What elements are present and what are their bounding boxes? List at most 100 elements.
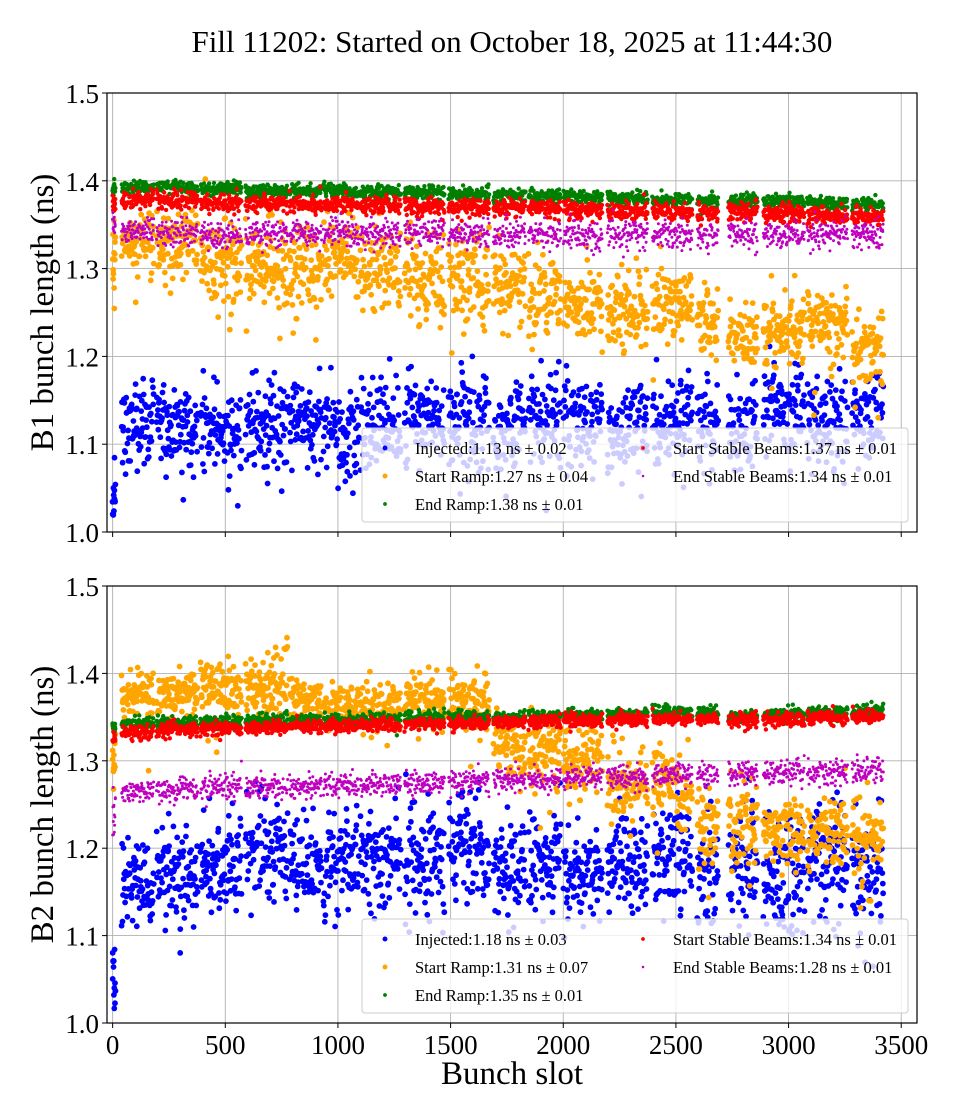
data-point [727, 396, 734, 403]
data-point [316, 398, 322, 405]
data-point [262, 393, 269, 400]
data-point [270, 392, 277, 399]
data-point [289, 408, 296, 414]
data-point [551, 298, 558, 305]
data-point [308, 257, 315, 263]
data-point [544, 330, 551, 336]
data-point [409, 404, 416, 411]
data-point [252, 267, 259, 274]
data-point [358, 374, 365, 381]
data-point [111, 256, 118, 263]
data-point [714, 382, 721, 388]
data-point [459, 369, 466, 375]
data-point [190, 474, 197, 481]
data-point [505, 332, 512, 339]
data-point [332, 273, 339, 279]
data-point [575, 392, 582, 399]
data-point [321, 219, 327, 226]
data-point [474, 268, 481, 274]
data-point [211, 406, 218, 413]
data-point [192, 402, 199, 409]
data-point [186, 205, 192, 211]
data-point [407, 395, 414, 402]
data-point [236, 273, 243, 280]
data-point [652, 314, 659, 320]
data-point [587, 269, 593, 276]
data-point [201, 254, 208, 261]
data-point [242, 431, 249, 438]
data-point [228, 311, 235, 318]
data-point [194, 448, 201, 455]
data-point [661, 284, 668, 291]
data-point [635, 324, 641, 331]
data-point [180, 496, 187, 503]
data-point [411, 413, 417, 420]
data-point [633, 255, 640, 262]
data-point [429, 280, 435, 287]
data-point [145, 454, 152, 460]
data-point [517, 324, 523, 331]
data-point [562, 404, 569, 410]
data-point [238, 465, 244, 472]
data-point [497, 404, 504, 411]
data-point [225, 486, 232, 493]
data-point [608, 405, 615, 411]
data-point [598, 328, 604, 335]
data-point [704, 370, 710, 377]
data-point [736, 417, 743, 423]
data-point [790, 408, 797, 415]
data-point [154, 187, 160, 192]
data-point [398, 192, 403, 197]
data-point [828, 373, 835, 380]
data-point [576, 295, 582, 302]
data-point [528, 373, 535, 380]
data-point [382, 384, 389, 391]
data-point [346, 420, 352, 427]
data-point [536, 265, 542, 272]
data-point [689, 316, 696, 323]
data-point [161, 269, 168, 276]
data-point [818, 193, 824, 199]
data-point [397, 293, 404, 300]
data-point [660, 421, 667, 428]
data-point [113, 185, 118, 191]
data-point [798, 371, 805, 378]
data-point [844, 196, 850, 202]
data-point [642, 341, 649, 348]
data-point [619, 409, 626, 415]
data-point [352, 469, 359, 476]
data-point [751, 359, 758, 365]
data-point [263, 422, 270, 429]
data-point [668, 299, 675, 306]
data-point [221, 298, 227, 304]
data-point [316, 365, 323, 372]
data-point [553, 369, 559, 376]
data-point [280, 388, 287, 395]
data-point [609, 282, 616, 289]
data-point [465, 415, 472, 422]
data-point [769, 308, 776, 315]
data-point [246, 295, 253, 302]
data-point [193, 417, 200, 424]
data-point [564, 378, 571, 384]
data-point [562, 387, 569, 394]
data-point [827, 389, 833, 395]
data-point [710, 300, 716, 307]
data-point [165, 179, 170, 184]
data-point [480, 418, 487, 425]
data-point [214, 451, 221, 457]
data-point [702, 391, 708, 398]
data-point [284, 183, 290, 188]
data-point [786, 312, 793, 319]
data-point [844, 331, 851, 338]
data-point [214, 378, 221, 385]
data-point [234, 502, 241, 509]
data-point [730, 420, 737, 427]
data-point [277, 335, 283, 342]
data-point [540, 251, 546, 258]
data-point [780, 330, 786, 336]
data-point [643, 325, 650, 332]
data-point [706, 339, 713, 346]
data-point [782, 287, 788, 293]
data-point [198, 444, 205, 450]
